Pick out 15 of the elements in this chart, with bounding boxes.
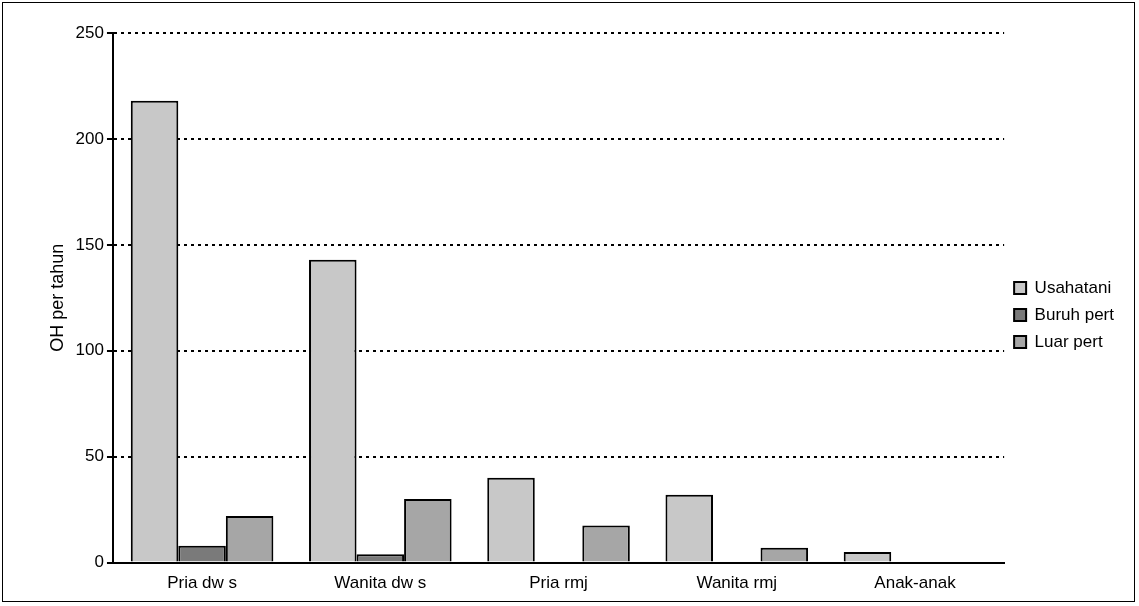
y-tick-label: 250 <box>75 22 104 42</box>
legend-label: Buruh pert <box>1034 304 1115 324</box>
y-tick-label: 0 <box>94 552 104 572</box>
y-tick-label: 100 <box>75 340 104 360</box>
legend-label: Luar pert <box>1034 331 1103 351</box>
y-axis-title: OH per tahun <box>46 243 67 352</box>
y-tick-label: 50 <box>85 446 104 466</box>
y-tick-label: 200 <box>75 128 104 148</box>
x-tick-label: Wanita rmj <box>696 573 778 593</box>
y-tick-label: 150 <box>75 234 104 254</box>
x-tick-label: Pria dw s <box>167 573 238 593</box>
x-tick-label: Pria rmj <box>529 573 588 593</box>
x-tick-label: Anak-anak <box>874 573 957 593</box>
x-tick-label: Wanita dw s <box>334 573 427 593</box>
legend-label: Usahatani <box>1034 277 1112 297</box>
